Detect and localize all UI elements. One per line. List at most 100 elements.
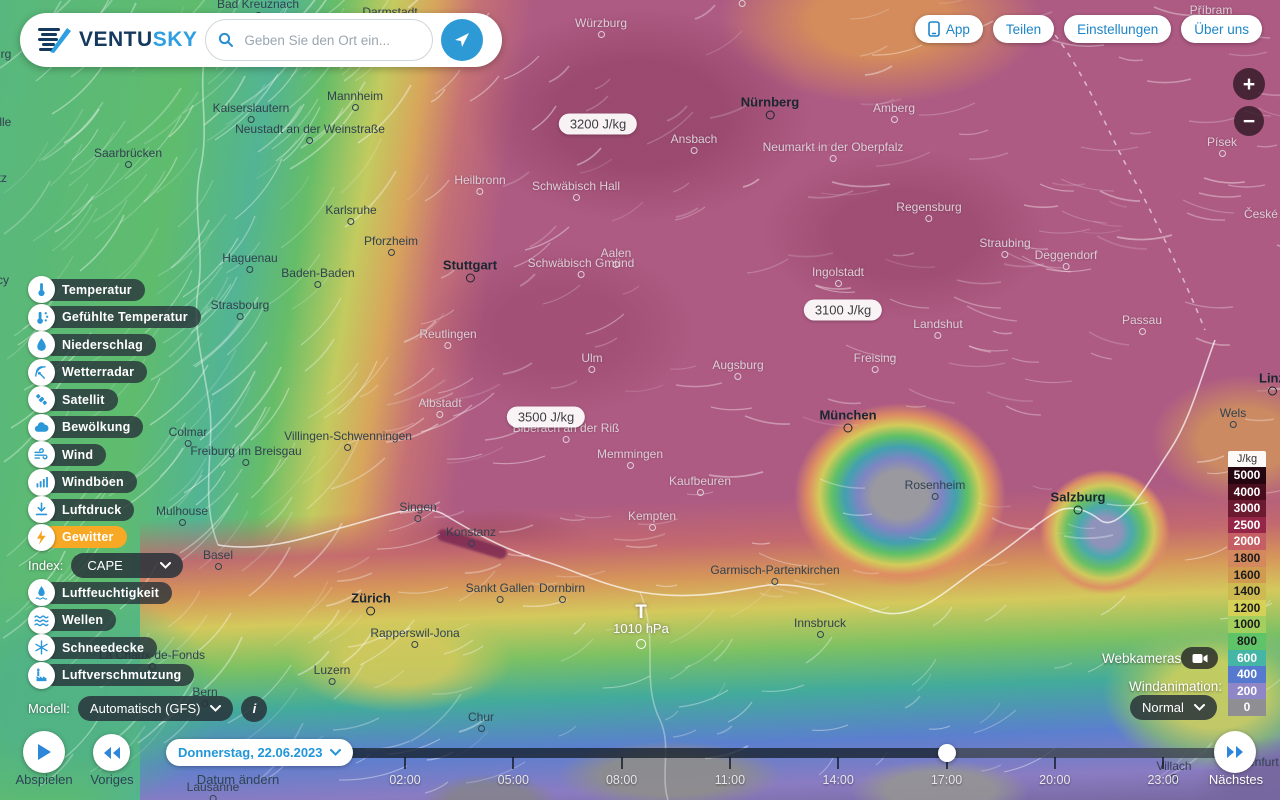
city-label-ulm: Ulm [581, 351, 603, 373]
city-marker-dot [1001, 251, 1009, 258]
zoom-in-button[interactable]: + [1233, 68, 1265, 100]
city-label-chur: Chur [468, 710, 494, 732]
city-marker-dot [247, 116, 255, 123]
city-label-reutlingen: Reutlingen [419, 327, 477, 349]
city-name: Passau [1121, 313, 1163, 327]
satellite-icon [28, 386, 55, 414]
city-name: Rapperswil-Jona [370, 626, 460, 640]
sidebar-item-luftfeuchtigkeit[interactable]: Luftfeuchtigkeit [28, 579, 172, 607]
sidebar-item-bewolkung[interactable]: Bewölkung [28, 413, 144, 441]
date-caption[interactable]: Datum ändern [196, 772, 280, 787]
location-search-field[interactable] [205, 19, 434, 61]
share-button[interactable]: Teilen [992, 15, 1055, 43]
city-marker-dot [562, 436, 570, 443]
sidebar-item-label: Niederschlag [42, 333, 156, 356]
city-name: Deggendorf [1034, 248, 1098, 262]
ventusky-logo[interactable]: VENTUSKY [36, 25, 197, 55]
locate-me-button[interactable] [441, 19, 484, 61]
model-selector-row: Modell: Automatisch (GFS) i [28, 695, 268, 722]
chevron-down-icon [329, 749, 341, 756]
sidebar-item-wellen[interactable]: Wellen [28, 606, 117, 634]
play-button[interactable] [23, 731, 65, 773]
city-label-straubing: Straubing [979, 236, 1031, 258]
brand-text-primary: VENTU [79, 28, 153, 51]
app-button[interactable]: App [914, 15, 983, 43]
city-label-baden-baden: Baden-Baden [281, 266, 355, 288]
lake-constance [435, 527, 509, 561]
legend-cell-1800: 1800 [1228, 549, 1266, 567]
search-icon [219, 32, 234, 47]
wind-animation-select[interactable]: Normal [1130, 695, 1217, 720]
droplet-icon [28, 331, 55, 359]
sidebar-item-gefuhlte-temperatur[interactable]: Gefühlte Temperatur [28, 303, 201, 331]
next-button[interactable] [1214, 731, 1256, 773]
alps-terrain [400, 765, 580, 800]
city-name: Mannheim [326, 89, 384, 103]
city-marker-dot [834, 280, 842, 287]
city-name: Chur [467, 710, 495, 724]
radar-icon [28, 358, 55, 386]
sidebar-item-wind[interactable]: Wind [28, 441, 107, 469]
cape-value-annotation: 3200 J/kg [558, 113, 638, 135]
city-label-konstanz: Konstanz [446, 525, 496, 547]
sidebar-item-windboen[interactable]: Windböen [28, 468, 137, 496]
sidebar-item-schneedecke[interactable]: Schneedecke [28, 634, 158, 662]
city-label-rosenheim: Rosenheim [905, 478, 965, 500]
previous-caption: Voriges [90, 772, 134, 787]
webcams-button[interactable] [1181, 647, 1218, 669]
about-button[interactable]: Über uns [1181, 15, 1262, 43]
humidity-icon [28, 579, 55, 607]
search-bar-container: VENTUSKY [20, 13, 502, 67]
previous-button[interactable] [93, 734, 130, 771]
sidebar-item-niederschlag[interactable]: Niederschlag [28, 331, 156, 359]
model-select[interactable]: Automatisch (GFS) [77, 696, 234, 722]
city-label-deggendorf: Deggendorf [1034, 248, 1098, 270]
city-marker-dot [477, 725, 485, 732]
model-info-button[interactable]: i [241, 695, 268, 722]
city-marker-dot [1138, 328, 1146, 335]
sidebar-item-luftdruck[interactable]: Luftdruck [28, 496, 135, 524]
city-marker-dot [690, 147, 698, 154]
sidebar-item-temperatur[interactable]: Temperatur [28, 276, 145, 303]
city-name: Amberg [872, 101, 916, 115]
city-label-neustadt-an-der-weinstrasse: Neustadt an der Weinstraße [235, 122, 385, 144]
timeline-track[interactable] [312, 748, 1243, 758]
timeline-time-0500: 05:00 [497, 773, 529, 787]
city-label-garmisch-partenkirchen: Garmisch-Partenkirchen [710, 563, 840, 585]
city-label-memmingen: Memmingen [597, 447, 663, 469]
city-label-mannheim: Mannheim [327, 89, 383, 111]
sidebar-item-label: Luftdruck [42, 498, 135, 521]
pressure-value: 1010 hPa [613, 621, 669, 636]
sidebar-item-wetterradar[interactable]: Wetterradar [28, 358, 148, 386]
city-label-pforzheim: Pforzheim [364, 234, 418, 256]
settings-button[interactable]: Einstellungen [1064, 15, 1172, 43]
city-name: Basel [202, 548, 234, 562]
timeline-handle[interactable] [938, 744, 956, 762]
timeline-tick [620, 757, 623, 769]
sidebar-item-luftverschmutzung[interactable]: Luftverschmutzung [28, 661, 195, 689]
legend-cell-4000: 4000 [1228, 483, 1266, 501]
city-name: Innsbruck [793, 616, 847, 630]
zoom-out-button[interactable]: − [1234, 106, 1264, 136]
date-select[interactable]: Donnerstag, 22.06.2023 [166, 739, 353, 766]
city-label-linz: Linz [1259, 371, 1280, 396]
city-label-bamberg: Bamberg [718, 0, 767, 7]
sidebar-item-label: Luftfeuchtigkeit [42, 581, 172, 604]
search-input[interactable] [242, 31, 421, 49]
sidebar-item-gewitter[interactable]: Gewitter [28, 523, 127, 551]
city-marker-dot [597, 31, 605, 38]
pressure-icon [28, 496, 55, 524]
city-name: Mulhouse [155, 504, 209, 518]
city-label-ingolstadt: Ingolstadt [812, 265, 864, 287]
sidebar-item-satellit[interactable]: Satellit [28, 386, 118, 414]
city-marker-dot [444, 342, 452, 349]
city-marker-dot [411, 641, 419, 648]
city-name: Neumarkt in der Oberpfalz [762, 140, 904, 154]
navigation-arrow-icon [455, 33, 470, 47]
city-label-haguenau: Haguenau [222, 251, 278, 273]
city-label-innsbruck: Innsbruck [794, 616, 846, 638]
index-select[interactable]: CAPE [71, 552, 184, 578]
index-label: Index: [28, 557, 64, 573]
city-name: Stuttgart [442, 257, 498, 273]
city-marker-dot [214, 563, 222, 570]
